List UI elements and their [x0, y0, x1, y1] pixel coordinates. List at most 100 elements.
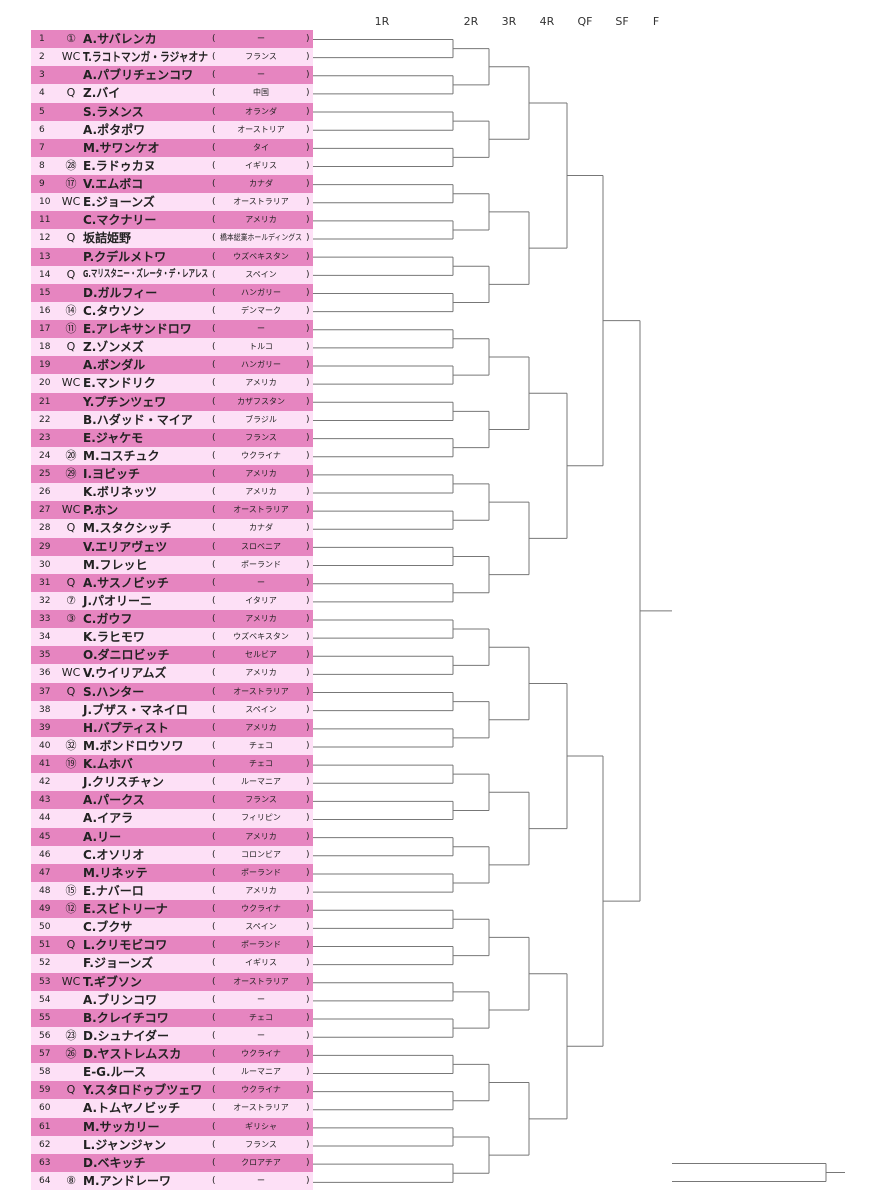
- player-name[interactable]: 坂詰姫野: [83, 231, 132, 246]
- paren-open: (: [212, 233, 216, 244]
- player-name[interactable]: E.スビトリーナ: [83, 902, 168, 916]
- player-name[interactable]: S.ラメンス: [83, 104, 144, 119]
- player-name[interactable]: M.アンドレーワ: [83, 1173, 172, 1188]
- draw-number: 9: [39, 179, 45, 189]
- player-country: オーストラリア: [233, 505, 289, 515]
- player-name[interactable]: V.ウイリアムズ: [83, 666, 167, 681]
- player-name[interactable]: D.ガルフィー: [83, 285, 158, 300]
- player-name[interactable]: M.サッカリー: [83, 1119, 160, 1134]
- player-name[interactable]: J.パオリーニ: [83, 593, 153, 608]
- player-name[interactable]: C.マクナリー: [83, 213, 157, 228]
- player-name[interactable]: V.エムボコ: [83, 177, 144, 191]
- player-name[interactable]: A.パブリチェンコワ: [83, 68, 194, 83]
- draw-number: 8: [39, 160, 45, 171]
- paren-close: ): [306, 106, 310, 117]
- player-name[interactable]: B.クレイチコワ: [83, 1010, 169, 1025]
- player-row: 6 A.ポタポワ (オーストリア): [31, 120, 313, 139]
- player-row: 44 A.イアラ (フィリピン): [31, 809, 313, 828]
- player-name[interactable]: P.ホン: [83, 503, 119, 518]
- player-name[interactable]: M.コスチュク: [83, 448, 160, 463]
- player-name[interactable]: A.ブリンコワ: [83, 992, 158, 1007]
- player-name[interactable]: Z.ゾンメズ: [83, 340, 144, 355]
- player-name[interactable]: M.サワンケオ: [83, 140, 160, 155]
- paren-close: ): [306, 432, 310, 443]
- paren-close: ): [306, 595, 310, 606]
- player-name[interactable]: C.ガウフ: [83, 612, 133, 626]
- player-country: ー: [257, 994, 265, 1004]
- draw-number: 13: [39, 251, 51, 262]
- player-name[interactable]: Y.スタロドゥブツェワ: [83, 1083, 203, 1098]
- player-name[interactable]: E.アレキサンドロワ: [83, 322, 192, 336]
- paren-open: (: [212, 958, 216, 969]
- player-country: コロンビア: [241, 849, 281, 859]
- paren-close: ): [306, 559, 310, 570]
- draw-number: 41: [39, 759, 51, 769]
- player-name[interactable]: O.ダニロビッチ: [83, 648, 170, 663]
- player-name[interactable]: M.スタクシッチ: [83, 521, 172, 536]
- player-name[interactable]: J.ブザス・マネイロ: [83, 702, 188, 717]
- seed-badge: ㉓: [65, 1028, 77, 1042]
- player-name[interactable]: Y.プチンツェワ: [83, 394, 167, 409]
- paren-open: (: [212, 849, 216, 860]
- draw-number: 53: [39, 976, 51, 987]
- player-name[interactable]: A.ボンダル: [83, 358, 146, 373]
- player-name[interactable]: K.ラヒモワ: [83, 630, 145, 645]
- player-row: 10 WC E.ジョーンズ (オーストラリア): [31, 193, 313, 212]
- player-name[interactable]: J.クリスチャン: [83, 775, 164, 790]
- player-name[interactable]: I.ヨビッチ: [83, 467, 141, 481]
- player-name[interactable]: D.シュナイダー: [83, 1028, 170, 1043]
- player-name[interactable]: E.ジャケモ: [83, 430, 144, 445]
- player-name[interactable]: Z.バイ: [83, 86, 121, 101]
- player-name[interactable]: E.ラドゥカヌ: [83, 158, 156, 173]
- player-name[interactable]: S.ハンター: [83, 684, 145, 699]
- player-name[interactable]: M.フレッヒ: [83, 557, 148, 572]
- player-name[interactable]: A.パークス: [83, 793, 145, 808]
- player-name[interactable]: C.タウソン: [83, 303, 145, 318]
- player-row: 22 B.ハダッド・マイア (ブラジル): [31, 410, 313, 429]
- player-name[interactable]: B.ハダッド・マイア: [83, 412, 193, 427]
- player-name[interactable]: F.ジョーンズ: [83, 956, 154, 971]
- player-row: 3 A.パブリチェンコワ (ー): [31, 66, 313, 85]
- player-name[interactable]: P.クデルメトワ: [83, 249, 167, 264]
- player-name[interactable]: K.ボリネッツ: [83, 485, 157, 500]
- seed-badge: WC: [61, 666, 81, 680]
- player-name[interactable]: D.ヤストレムスカ: [83, 1047, 182, 1061]
- player-country: ルーマニア: [241, 777, 281, 787]
- player-country: オーストラリア: [233, 976, 289, 986]
- player-row: 52 F.ジョーンズ (イギリス): [31, 954, 313, 973]
- player-name[interactable]: M.ボンドロウソワ: [83, 738, 184, 753]
- player-name[interactable]: T.ラコトマンガ・ラジャオナ: [83, 50, 208, 65]
- player-name[interactable]: D.ベキッチ: [83, 1155, 146, 1170]
- player-country: フランス: [245, 52, 277, 62]
- player-row: 8 ㉘ E.ラドゥカヌ (イギリス): [31, 156, 313, 175]
- player-country: オーストラリア: [233, 686, 289, 696]
- paren-open: (: [212, 704, 216, 715]
- player-name[interactable]: A.サスノビッチ: [83, 575, 169, 590]
- paren-close: ): [306, 1175, 310, 1186]
- player-name[interactable]: A.リー: [83, 829, 122, 844]
- player-name[interactable]: L.クリモビコワ: [83, 938, 168, 953]
- player-name[interactable]: T.ギブソン: [83, 974, 142, 989]
- player-name[interactable]: C.オソリオ: [83, 847, 145, 862]
- player-name[interactable]: A.イアラ: [83, 811, 134, 826]
- player-name[interactable]: L.ジャンジャン: [83, 1137, 167, 1152]
- paren-open: (: [212, 885, 216, 896]
- player-name[interactable]: E.ジョーンズ: [83, 195, 155, 210]
- player-name[interactable]: C.ブクサ: [83, 920, 133, 935]
- player-name[interactable]: H.バプティスト: [83, 720, 169, 735]
- player-name[interactable]: E.ナバーロ: [83, 883, 144, 898]
- paren-close: ): [306, 541, 310, 552]
- player-name[interactable]: E.マンドリク: [83, 376, 156, 391]
- player-name[interactable]: M.リネッテ: [83, 865, 148, 880]
- seed-badge: ⑰: [65, 177, 77, 190]
- player-name[interactable]: A.トムヤノビッチ: [83, 1101, 181, 1116]
- player-name[interactable]: A.ポタポワ: [83, 122, 146, 137]
- player-name[interactable]: K.ムホバ: [83, 757, 133, 771]
- player-name[interactable]: A.サバレンカ: [83, 32, 157, 46]
- player-country: アメリカ: [245, 378, 277, 388]
- player-name[interactable]: E-G.ルース: [83, 1065, 146, 1080]
- player-name[interactable]: G.マリスタニー・ズレータ・デ・レアレス: [83, 268, 209, 280]
- player-name[interactable]: V.エリアヴェツ: [83, 539, 168, 554]
- paren-close: ): [306, 1030, 310, 1041]
- seed-badge: ⑪: [65, 322, 77, 335]
